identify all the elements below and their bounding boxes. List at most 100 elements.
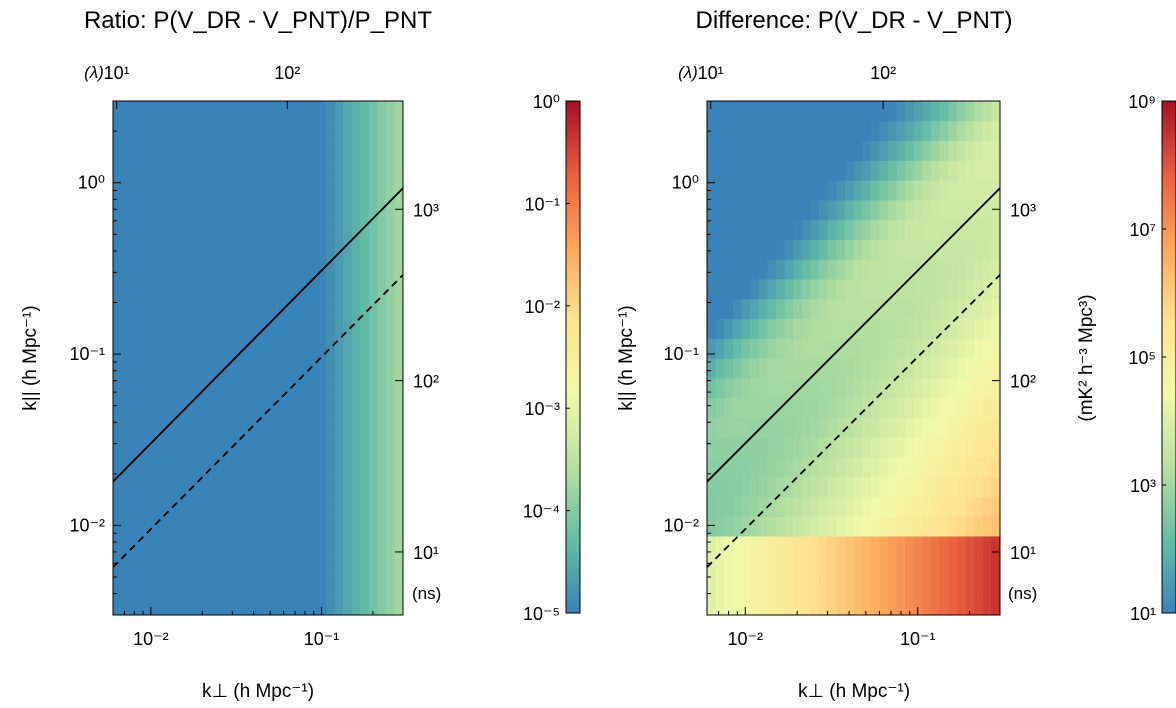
difference-heatmap-cell — [887, 535, 898, 557]
ratio-heatmap-cell — [343, 278, 353, 300]
difference-heatmap-cell — [965, 318, 975, 339]
difference-heatmap-cell — [887, 219, 898, 240]
ratio-heatmap-cell — [130, 259, 140, 280]
difference-heatmap-cell — [887, 298, 898, 320]
difference-heatmap-cell — [862, 278, 872, 300]
difference-heatmap-cell — [707, 239, 717, 260]
ratio-heatmap-cell — [275, 437, 285, 458]
ratio-heatmap-cell — [326, 437, 336, 458]
difference-heatmap-cell — [758, 397, 768, 418]
ratio-heatmap-cell — [309, 496, 319, 517]
difference-heatmap-cell — [844, 358, 855, 379]
difference-heatmap-cell — [939, 120, 949, 142]
ratio-heatmap-cell — [147, 516, 157, 537]
ratio-heatmap-cell — [275, 397, 285, 418]
difference-heatmap-cell — [853, 101, 863, 122]
ratio-heatmap-cell — [360, 456, 370, 478]
ratio-heatmap-cell — [377, 160, 387, 181]
difference-heatmap-cell — [707, 120, 717, 142]
difference-heatmap-cell — [810, 180, 820, 201]
ratio-y-tick-label: 10⁰ — [78, 173, 105, 193]
ratio-heatmap-cell — [189, 535, 199, 557]
ratio-heatmap-cell — [138, 595, 148, 615]
difference-heatmap-cell — [819, 160, 829, 181]
ratio-heatmap-cell — [249, 199, 259, 221]
ratio-heatmap-cell — [130, 496, 140, 517]
ratio-heatmap-cell — [326, 476, 336, 497]
ratio-heatmap-cell — [164, 278, 174, 300]
difference-heatmap-cell — [758, 219, 768, 240]
difference-heatmap-cell — [758, 120, 768, 142]
ratio-heatmap-cell — [240, 397, 251, 418]
difference-heatmap-cell — [913, 496, 924, 517]
ratio-heatmap-cell — [368, 437, 379, 458]
ratio-heatmap-cell — [206, 259, 216, 280]
difference-heatmap-cell — [836, 535, 846, 557]
ratio-heatmap-cell — [232, 298, 242, 320]
difference-heatmap-cell — [836, 476, 846, 497]
ratio-heatmap-cell — [317, 535, 327, 557]
difference-heatmap-cell — [870, 338, 880, 359]
ratio-heatmap-cell — [258, 575, 268, 596]
ratio-heatmap-cell — [181, 180, 191, 201]
ratio-heatmap-cell — [181, 140, 191, 161]
ratio-heatmap-cell — [326, 259, 336, 280]
difference-heatmap-cell — [879, 595, 889, 615]
difference-heatmap-cell — [836, 397, 846, 418]
difference-heatmap-cell — [724, 298, 734, 320]
difference-heatmap-cell — [732, 239, 743, 260]
ratio-colorbar-tick-label: 10⁻⁴ — [523, 502, 560, 522]
difference-heatmap-cell — [784, 239, 794, 260]
difference-heatmap-cell — [974, 298, 984, 320]
ratio-heatmap-cell — [172, 120, 182, 142]
ratio-heatmap-cell — [181, 160, 191, 181]
difference-heatmap-cell — [750, 120, 760, 142]
ratio-heatmap-cell — [240, 358, 251, 379]
ratio-heatmap-cell — [121, 180, 131, 201]
difference-heatmap-cell — [819, 239, 829, 260]
difference-heatmap-cell — [853, 476, 863, 497]
ratio-heatmap-cell — [215, 278, 225, 300]
ratio-colorbar-tick-label: 10⁰ — [533, 92, 560, 112]
difference-heatmap-cell — [965, 397, 975, 418]
ratio-heatmap-cell — [240, 417, 251, 438]
difference-right-tick-label: 10¹ — [1010, 543, 1036, 563]
ratio-heatmap-cell — [377, 555, 387, 577]
difference-heatmap-cell — [939, 199, 949, 221]
ratio-heatmap-cell — [121, 140, 131, 161]
ratio-heatmap-cell — [377, 476, 387, 497]
difference-heatmap-cell — [982, 377, 992, 399]
ratio-heatmap-cell — [334, 101, 344, 122]
ratio-heatmap-cell — [343, 239, 353, 260]
difference-heatmap-cell — [956, 417, 967, 438]
difference-heatmap-cell — [775, 358, 786, 379]
difference-heatmap-cell — [887, 180, 898, 201]
difference-heatmap-cell — [887, 456, 898, 478]
difference-heatmap-cell — [939, 476, 949, 497]
difference-heatmap-cell — [948, 101, 958, 122]
ratio-heatmap-cell — [394, 417, 403, 438]
difference-heatmap-cell — [758, 199, 768, 221]
ratio-heatmap-cell — [326, 278, 336, 300]
difference-heatmap-cell — [775, 239, 786, 260]
ratio-heatmap-cell — [283, 535, 293, 557]
difference-heatmap-cell — [887, 318, 898, 339]
difference-heatmap-cell — [707, 516, 717, 537]
difference-heatmap-cell — [836, 555, 846, 577]
ratio-heatmap-cell — [147, 535, 157, 557]
difference-heatmap-cell — [810, 239, 820, 260]
ratio-heatmap-cell — [266, 437, 276, 458]
difference-heatmap-cell — [956, 298, 967, 320]
difference-heatmap-cell — [913, 120, 924, 142]
ratio-heatmap-cell — [292, 160, 302, 181]
difference-heatmap-cell — [913, 417, 924, 438]
difference-heatmap-cell — [862, 535, 872, 557]
difference-heatmap-cell — [758, 239, 768, 260]
difference-heatmap-cell — [801, 101, 812, 122]
ratio-heatmap-cell — [283, 120, 293, 142]
ratio-heatmap-cell — [317, 219, 327, 240]
ratio-heatmap-cell — [121, 555, 131, 577]
difference-heatmap-cell — [732, 437, 743, 458]
difference-heatmap-cell — [732, 219, 743, 240]
